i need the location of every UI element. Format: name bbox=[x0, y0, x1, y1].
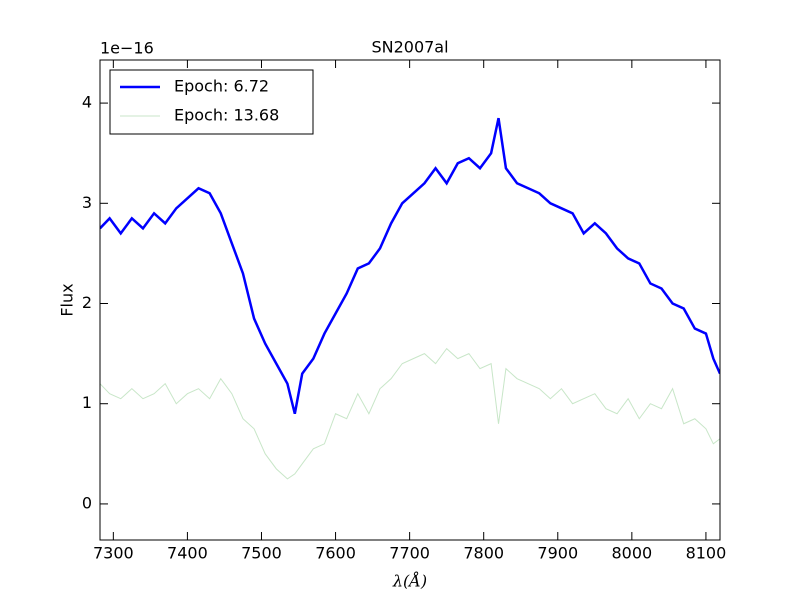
y-axis-label: Flux bbox=[58, 283, 77, 316]
offset-label: 1e−16 bbox=[100, 39, 154, 58]
x-tick-label: 7400 bbox=[167, 544, 208, 563]
legend-label: Epoch: 13.68 bbox=[174, 106, 279, 125]
y-tick-label: 1 bbox=[82, 393, 92, 412]
x-tick-label: 7600 bbox=[315, 544, 356, 563]
y-tick-label: 3 bbox=[82, 193, 92, 212]
x-tick-label: 8000 bbox=[611, 544, 652, 563]
y-tick-label: 2 bbox=[82, 293, 92, 312]
x-axis-label: λ(Å) bbox=[392, 571, 427, 591]
legend-box bbox=[109, 69, 314, 135]
plot-frame bbox=[99, 59, 721, 541]
chart-title: SN2007al bbox=[371, 38, 448, 57]
y-tick-label: 4 bbox=[82, 93, 92, 112]
x-tick-label: 7500 bbox=[241, 544, 282, 563]
x-tick-label: 7800 bbox=[463, 544, 504, 563]
x-tick-label: 7900 bbox=[537, 544, 578, 563]
data-line bbox=[100, 117, 720, 415]
data-line bbox=[100, 347, 720, 480]
legend-label: Epoch: 6.72 bbox=[174, 77, 269, 96]
x-tick-label: 7700 bbox=[389, 544, 430, 563]
y-tick-label: 0 bbox=[82, 493, 92, 512]
x-tick-label: 8100 bbox=[686, 544, 727, 563]
x-tick-label: 7300 bbox=[93, 544, 134, 563]
